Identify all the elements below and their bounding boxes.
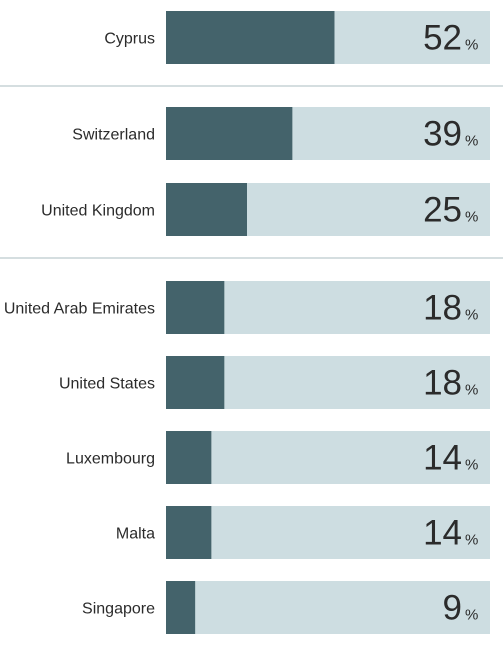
category-label-united-kingdom: United Kingdom xyxy=(41,203,155,220)
category-label-cyprus: Cyprus xyxy=(104,31,155,48)
category-labels: Cyprus Switzerland United Kingdom United Ar… xyxy=(4,31,155,618)
category-label-singapore: Singapore xyxy=(82,601,155,618)
value-label-united-arab-emirates: 18 xyxy=(423,289,462,328)
category-label-malta: Malta xyxy=(116,526,155,543)
bar-track-singapore xyxy=(166,581,490,634)
category-label-united-arab-emirates: United Arab Emirates xyxy=(4,301,155,318)
bar-track-malta xyxy=(166,506,490,559)
value-unit-switzerland: % xyxy=(465,133,478,150)
bar-luxembourg xyxy=(166,431,212,484)
value-label-malta: 14 xyxy=(423,514,462,553)
bar-united-kingdom xyxy=(166,183,247,236)
bar-united-states xyxy=(166,356,225,409)
bar-malta xyxy=(166,506,212,559)
bar-switzerland xyxy=(166,107,293,160)
value-label-united-states: 18 xyxy=(423,364,462,403)
value-unit-luxembourg: % xyxy=(465,457,478,474)
value-unit-united-kingdom: % xyxy=(465,209,478,226)
value-unit-cyprus: % xyxy=(465,37,478,54)
bar-cyprus xyxy=(166,11,335,64)
bars xyxy=(166,11,335,634)
value-unit-malta: % xyxy=(465,532,478,549)
value-label-switzerland: 39 xyxy=(423,115,462,154)
value-label-cyprus: 52 xyxy=(423,19,462,58)
category-label-luxembourg: Luxembourg xyxy=(66,451,155,468)
value-unit-singapore: % xyxy=(465,607,478,624)
bar-track-luxembourg xyxy=(166,431,490,484)
value-label-singapore: 9 xyxy=(443,589,462,628)
value-labels: 52 %39 %25 %18 %18 %14 %14 %9% xyxy=(423,19,478,628)
category-label-united-states: United States xyxy=(59,376,155,393)
value-label-luxembourg: 14 xyxy=(423,439,462,478)
bar-united-arab-emirates xyxy=(166,281,225,334)
group-separators xyxy=(0,85,503,259)
value-label-united-kingdom: 25 xyxy=(423,191,462,230)
bar-singapore xyxy=(166,581,196,634)
value-unit-united-states: % xyxy=(465,382,478,399)
value-unit-united-arab-emirates: % xyxy=(465,307,478,324)
category-label-switzerland: Switzerland xyxy=(72,127,155,144)
